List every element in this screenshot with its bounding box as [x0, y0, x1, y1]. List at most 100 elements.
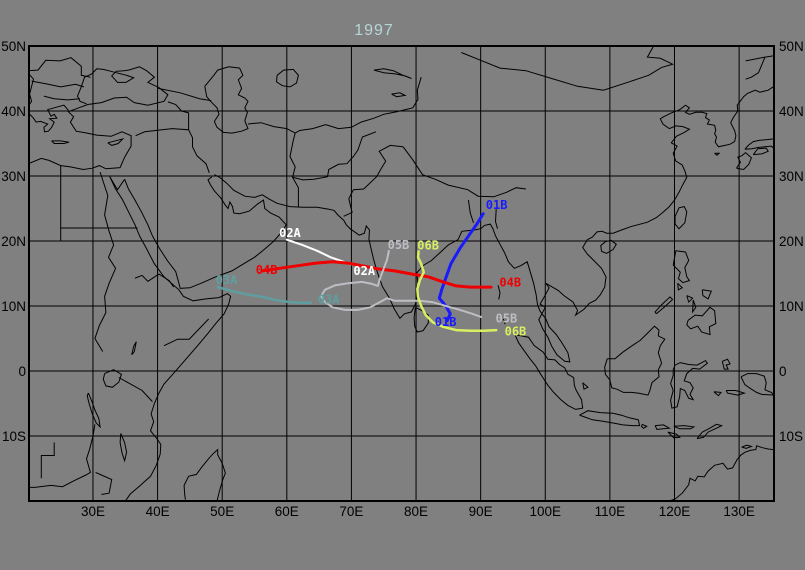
outline-arabia [124, 176, 287, 289]
lat-tick-label-right: 0 [779, 364, 787, 379]
outline-lake-balkhash [373, 68, 412, 79]
outline-halmahera [721, 358, 731, 370]
outline-caspian-sea [204, 66, 249, 134]
map-frame [28, 45, 775, 502]
outline-bali [640, 423, 648, 429]
outline-issyk-kul [391, 92, 407, 98]
outline-romania-border [29, 57, 91, 78]
lon-tick-label: 90E [469, 504, 493, 519]
outline-buru [713, 391, 722, 397]
outline-ethiopia-somalia-border [163, 318, 209, 347]
outline-bangladesh-east-border [494, 209, 498, 229]
outline-india-pak-border [343, 144, 404, 217]
lon-tick-label: 100E [530, 504, 562, 519]
lon-tick-label: 130E [723, 504, 755, 519]
outline-crete [51, 140, 70, 144]
outline-danube [31, 80, 85, 88]
lon-tick-label: 60E [275, 504, 299, 519]
axis-labels: 30E 40E 50E 60E 70E 80E 90E 100E 110E 120E 130E 50N… [1, 39, 804, 519]
outline-java [579, 410, 641, 427]
lat-tick-label-left: 10S [2, 429, 26, 444]
outline-med-blacksea-coast [29, 66, 169, 171]
outline-andaman-islands [497, 285, 501, 300]
outline-negros [692, 299, 697, 314]
outline-mozambique-border [95, 471, 113, 495]
outline-greece [29, 104, 69, 133]
track-label-06B: 06B [417, 239, 439, 253]
outline-mindoro [677, 282, 684, 291]
outline-australia-north-coast [666, 445, 774, 501]
outline-taiwan [674, 206, 688, 230]
outline-asia-mainland-coast [214, 85, 774, 363]
track-label-02A: 02A [353, 264, 375, 278]
track-label-03A: 03A [318, 292, 340, 306]
outline-centralasia-border [247, 77, 422, 134]
outline-mindanao [686, 306, 717, 336]
outline-bangka [582, 382, 589, 390]
outline-aral-sea [275, 68, 299, 88]
outline-timor [696, 423, 724, 440]
outline-new-guinea-birds-head [740, 373, 774, 396]
outline-sudan-ethiopia-border [134, 273, 175, 288]
lat-tick-label-right: 50N [779, 39, 804, 54]
outline-turkey-east-border [135, 101, 190, 137]
outline-nicobar-islands [502, 318, 506, 325]
track-path-05B [320, 249, 483, 319]
track-label-03A: 03A [216, 273, 238, 287]
outline-shikoku [752, 147, 769, 156]
lon-tick-label: 30E [81, 504, 105, 519]
outline-lake-victoria [102, 369, 123, 388]
track-label-06B: 06B [505, 324, 527, 338]
outline-bulgaria-border [43, 95, 81, 101]
outline-sumba [667, 431, 681, 439]
track-label-05B: 05B [496, 311, 518, 325]
outline-africa-south-borders [29, 424, 96, 488]
outline-honshu [744, 138, 774, 150]
outline-kyushu [736, 151, 752, 171]
outline-caucasus-border [157, 87, 212, 102]
track-path-06B [416, 250, 498, 332]
outline-seram [725, 390, 746, 396]
lat-tick-label-right: 30N [779, 169, 804, 184]
outline-amur-border [745, 55, 774, 62]
lat-tick-label-right: 10N [779, 299, 804, 314]
lon-tick-label: 70E [339, 504, 363, 519]
outline-flores [673, 425, 696, 430]
outline-afghan-border [291, 131, 377, 208]
track-label-05B: 05B [388, 238, 410, 252]
lat-tick-label-left: 30N [1, 169, 26, 184]
lat-tick-label-right: 20N [779, 234, 804, 249]
outline-lake-malawi [119, 433, 128, 463]
outline-sumatra [514, 334, 584, 410]
lat-tick-label-right: 40N [779, 104, 804, 119]
outline-sulawesi [670, 359, 709, 409]
outline-luzon [672, 250, 691, 284]
outline-nile-river [94, 171, 117, 352]
outline-palawan [654, 296, 674, 315]
outline-cyprus [107, 137, 125, 146]
outline-lake-turkana [131, 341, 137, 356]
lon-tick-label: 80E [404, 504, 428, 519]
outline-borneo [604, 325, 666, 396]
outline-ussuri-border [745, 56, 766, 80]
outline-bangladesh-west-border [467, 200, 474, 223]
track-path-04B [260, 260, 493, 289]
track-label-01B: 01B [435, 315, 457, 329]
outline-africa-east-coast [109, 176, 232, 501]
track-path-02A [285, 238, 352, 266]
track-path-01B [437, 212, 485, 323]
outline-zagros-border [188, 129, 210, 173]
outline-panay [686, 295, 694, 304]
lon-tick-label: 50E [210, 504, 234, 519]
track-label-04B: 04B [499, 276, 521, 290]
lat-tick-label-left: 10N [1, 299, 26, 314]
outline-hainan [600, 239, 617, 254]
outline-iran-afghan-border [289, 132, 296, 178]
track-label-01B: 01B [486, 198, 508, 212]
outline-india-north-border [402, 146, 526, 198]
coastlines-layer [29, 46, 774, 501]
outline-sinai [109, 176, 126, 191]
